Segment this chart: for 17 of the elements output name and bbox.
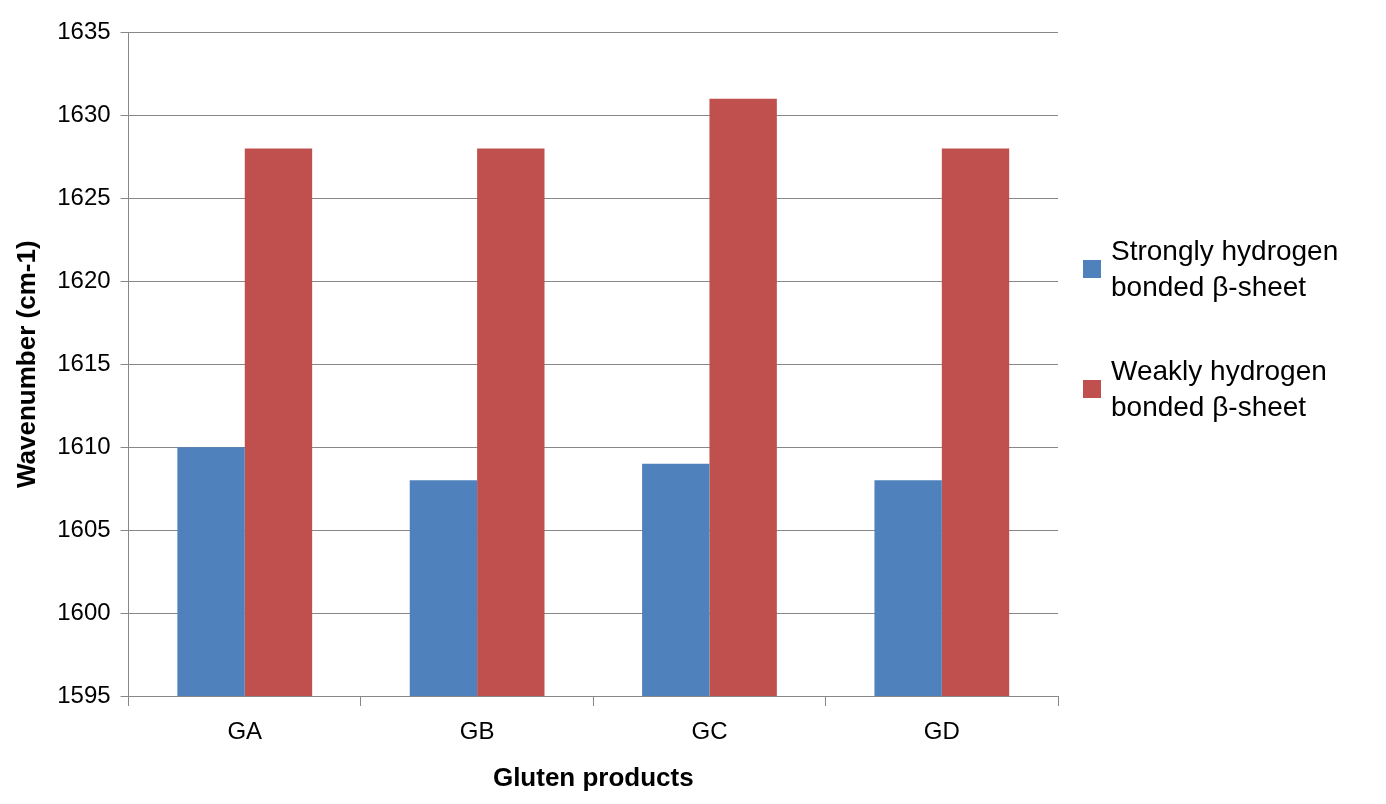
x-tick-label: GD (923, 717, 960, 745)
x-tick-label: GB (459, 717, 495, 745)
x-tick-label: GA (227, 717, 263, 745)
y-axis-title: Wavenumber (cm-1) (10, 240, 41, 488)
y-tick-label: 1595 (57, 680, 111, 708)
legend-label: Strongly hydrogen bonded β-sheet (1111, 234, 1340, 304)
y-tick-label: 1635 (57, 17, 111, 45)
y-tick-label: 1610 (57, 431, 111, 459)
legend-label: Weakly hydrogen bonded β-sheet (1111, 354, 1328, 424)
y-tick-label: 1620 (57, 265, 111, 293)
x-axis-title: Gluten products (492, 761, 694, 792)
y-tick-label: 1605 (57, 514, 111, 542)
y-tick-label: 1600 (57, 597, 111, 625)
y-tick-label: 1615 (57, 348, 111, 376)
x-tick-label: GC (691, 717, 728, 745)
y-tick-label: 1625 (57, 182, 111, 210)
y-tick-label: 1630 (57, 99, 111, 127)
